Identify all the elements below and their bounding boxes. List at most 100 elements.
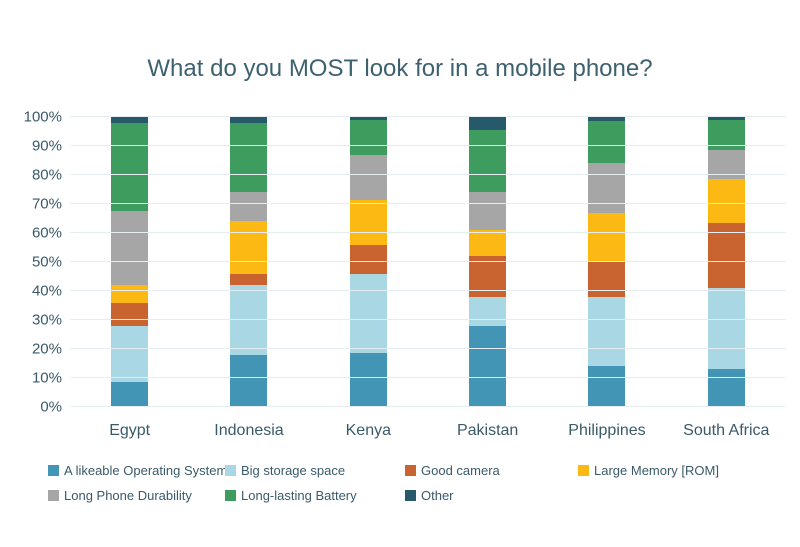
x-axis-category-label: Egypt	[109, 422, 151, 439]
y-axis-tick-label: 50%	[31, 253, 62, 271]
bar-segment	[469, 117, 507, 131]
y-axis-tick-label: 10%	[31, 369, 62, 387]
legend-item: A likeable Operating System	[48, 463, 228, 478]
x-axis-category-label: Kenya	[345, 422, 391, 439]
gridline	[70, 174, 786, 175]
x-axis-category-label: South Africa	[683, 422, 770, 439]
gridline	[70, 377, 786, 378]
bar-segment	[349, 117, 387, 120]
legend-item: Large Memory [ROM]	[578, 463, 788, 478]
bar-segment	[707, 222, 745, 289]
y-axis-tick-label: 70%	[31, 195, 62, 213]
gridline	[70, 406, 786, 407]
bar-segment	[707, 150, 745, 180]
bar-segment	[588, 366, 626, 407]
legend-label: Other	[421, 488, 454, 503]
x-axis-category-label: Philippines	[568, 422, 646, 439]
bar-kenya	[349, 117, 387, 407]
x-axis-category-label: Indonesia	[214, 422, 284, 439]
bar-cell	[667, 117, 786, 407]
gridline	[70, 261, 786, 262]
y-axis-tick-label: 60%	[31, 224, 62, 242]
y-axis-tick-label: 80%	[31, 166, 62, 184]
bar-segment	[588, 121, 626, 164]
bar-south-africa	[707, 117, 745, 407]
y-axis-tick-label: 40%	[31, 282, 62, 300]
gridline	[70, 319, 786, 320]
x-axis-labels: Egypt Indonesia Kenya Pakistan Philippines So…	[70, 422, 786, 440]
chart-title: What do you MOST look for in a mobile ph…	[147, 55, 653, 82]
legend-swatch-icon	[405, 465, 416, 476]
legend-item: Long-lasting Battery	[225, 488, 405, 503]
legend-item: Other	[405, 488, 578, 503]
gridline	[70, 232, 786, 233]
bar-segment	[230, 117, 268, 123]
gridline	[70, 116, 786, 117]
bar-segment	[349, 119, 387, 155]
x-axis-category-label: Pakistan	[456, 422, 519, 439]
bar-segment	[111, 325, 149, 383]
bar-cell	[70, 117, 189, 407]
y-axis-tick-label: 0%	[40, 398, 62, 416]
bar-indonesia	[230, 117, 268, 407]
bar-segment	[349, 244, 387, 274]
bar-segment	[469, 296, 507, 326]
bar-segment	[111, 285, 149, 303]
bar-segment	[349, 273, 387, 354]
bar-segment	[111, 382, 149, 407]
bar-pakistan	[469, 117, 507, 407]
bar-segment	[111, 211, 149, 286]
legend-row: A likeable Operating System Big storage s…	[48, 463, 788, 478]
gridline	[70, 145, 786, 146]
bar-cell	[189, 117, 308, 407]
bar-segment	[588, 262, 626, 297]
bar-cell	[309, 117, 428, 407]
bar-segment	[230, 221, 268, 274]
y-axis-tick-label: 20%	[31, 340, 62, 358]
bar-segment	[230, 122, 268, 193]
y-axis-tick-label: 100%	[23, 108, 62, 126]
bar-segment	[588, 163, 626, 213]
bar-segment	[588, 117, 626, 122]
bar-segment	[230, 285, 268, 355]
legend-label: Long-lasting Battery	[241, 488, 357, 503]
gridline	[70, 290, 786, 291]
legend: A likeable Operating System Big storage s…	[48, 463, 788, 513]
bar-segment	[469, 192, 507, 231]
y-axis-tick-label: 90%	[31, 137, 62, 155]
bar-cell	[428, 117, 547, 407]
bar-segment	[469, 325, 507, 407]
bar-segment	[707, 369, 745, 407]
legend-item: Long Phone Durability	[48, 488, 225, 503]
legend-row: Long Phone Durability Long-lasting Batter…	[48, 488, 788, 503]
legend-label: Good camera	[421, 463, 500, 478]
bar-segment	[349, 154, 387, 200]
bar-segment	[230, 192, 268, 222]
bar-segment	[469, 130, 507, 193]
bar-segment	[111, 117, 149, 123]
bar-segment	[111, 122, 149, 212]
gridline	[70, 348, 786, 349]
legend-label: Long Phone Durability	[64, 488, 192, 503]
bar-segment	[707, 288, 745, 370]
bar-segment	[230, 273, 268, 286]
legend-item: Good camera	[405, 463, 578, 478]
bar-egypt	[111, 117, 149, 407]
bar-segment	[349, 353, 387, 407]
bar-segment	[707, 179, 745, 223]
bar-segment	[588, 212, 626, 263]
plot-area	[70, 116, 786, 407]
gridline	[70, 203, 786, 204]
bar-philippines	[588, 117, 626, 407]
bar-segment	[588, 296, 626, 367]
bar-cell	[547, 117, 666, 407]
legend-swatch-icon	[48, 490, 59, 501]
legend-swatch-icon	[225, 490, 236, 501]
y-axis-tick-label: 30%	[31, 311, 62, 329]
bar-segment	[230, 354, 268, 407]
bar-segment	[111, 302, 149, 326]
legend-swatch-icon	[405, 490, 416, 501]
bar-segment	[469, 230, 507, 257]
legend-label: A likeable Operating System	[64, 463, 228, 478]
legend-swatch-icon	[48, 465, 59, 476]
